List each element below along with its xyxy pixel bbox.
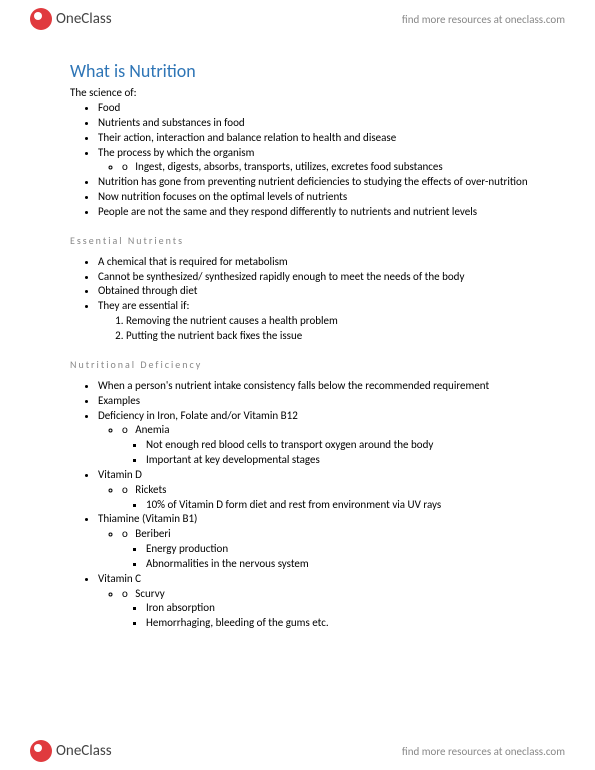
list-item: Their action, interaction and balance re… bbox=[98, 131, 535, 146]
document-body: What is Nutrition The science of: Food N… bbox=[70, 60, 535, 631]
brand-logo-footer: OneClass bbox=[30, 740, 112, 762]
intro-text: The science of: bbox=[70, 86, 535, 99]
list-item: Removing the nutrient causes a health pr… bbox=[126, 314, 535, 329]
section-heading-essential: Essential Nutrients bbox=[70, 234, 535, 247]
list-item: Hemorrhaging, bleeding of the gums etc. bbox=[146, 616, 535, 631]
list-item: Nutrition has gone from preventing nutri… bbox=[98, 175, 535, 190]
list-item-label: They are essential if: bbox=[98, 299, 189, 312]
list-item: o Anemia Not enough red blood cells to t… bbox=[122, 423, 535, 468]
section-heading-deficiency: Nutritional Deficiency bbox=[70, 358, 535, 371]
list-item: o Beriberi Energy production Abnormaliti… bbox=[122, 527, 535, 572]
list-item: Nutrients and substances in food bbox=[98, 116, 535, 131]
list-item-label: Scurvy bbox=[135, 587, 164, 600]
list-item: o Scurvy Iron absorption Hemorrhaging, b… bbox=[122, 587, 535, 632]
header-tagline: find more resources at oneclass.com bbox=[402, 13, 565, 26]
list-item: Cannot be synthesized/ synthesized rapid… bbox=[98, 270, 535, 285]
deficiency-list: When a person's nutrient intake consiste… bbox=[70, 379, 535, 631]
list-item-label: Vitamin D bbox=[98, 468, 142, 481]
list-item-label: Vitamin C bbox=[98, 572, 141, 585]
list-item: Thiamine (Vitamin B1) o Beriberi Energy … bbox=[98, 512, 535, 571]
list-item-label: Thiamine (Vitamin B1) bbox=[98, 512, 197, 525]
page-title: What is Nutrition bbox=[70, 60, 535, 82]
list-item-label: Anemia bbox=[135, 423, 169, 436]
list-item: The process by which the organism o Inge… bbox=[98, 146, 535, 176]
list-item: Now nutrition focuses on the optimal lev… bbox=[98, 190, 535, 205]
list-item: Deficiency in Iron, Folate and/or Vitami… bbox=[98, 409, 535, 468]
list-item: Examples bbox=[98, 394, 535, 409]
logo-icon bbox=[30, 8, 52, 30]
brand-logo: OneClass bbox=[30, 8, 112, 30]
list-item: A chemical that is required for metaboli… bbox=[98, 255, 535, 270]
list-item: Food bbox=[98, 101, 535, 116]
list-item: o Rickets 10% of Vitamin D form diet and… bbox=[122, 483, 535, 513]
essential-list: A chemical that is required for metaboli… bbox=[70, 255, 535, 344]
brand-name: OneClass bbox=[56, 742, 112, 760]
list-item: o Ingest, digests, absorbs, transports, … bbox=[122, 160, 535, 175]
brand-name: OneClass bbox=[56, 10, 112, 28]
list-item: Important at key developmental stages bbox=[146, 453, 535, 468]
footer-tagline: find more resources at oneclass.com bbox=[402, 745, 565, 758]
list-item-label: Ingest, digests, absorbs, transports, ut… bbox=[135, 160, 442, 173]
list-item-label: The process by which the organism bbox=[98, 146, 254, 159]
list-item-label: Rickets bbox=[135, 483, 166, 496]
list-item: Vitamin C o Scurvy Iron absorption Hemor… bbox=[98, 572, 535, 631]
main-list: Food Nutrients and substances in food Th… bbox=[70, 101, 535, 220]
list-item-label: Deficiency in Iron, Folate and/or Vitami… bbox=[98, 409, 298, 422]
page-footer: OneClass find more resources at oneclass… bbox=[0, 732, 595, 770]
list-item: Iron absorption bbox=[146, 601, 535, 616]
list-item: When a person's nutrient intake consiste… bbox=[98, 379, 535, 394]
list-item: 10% of Vitamin D form diet and rest from… bbox=[146, 498, 535, 513]
list-item: Vitamin D o Rickets 10% of Vitamin D for… bbox=[98, 468, 535, 513]
logo-icon bbox=[30, 740, 52, 762]
list-item: Not enough red blood cells to transport … bbox=[146, 438, 535, 453]
list-item: People are not the same and they respond… bbox=[98, 205, 535, 220]
list-item: Energy production bbox=[146, 542, 535, 557]
list-item: Putting the nutrient back fixes the issu… bbox=[126, 329, 535, 344]
list-item: They are essential if: Removing the nutr… bbox=[98, 299, 535, 344]
page-header: OneClass find more resources at oneclass… bbox=[0, 0, 595, 38]
list-item: Abnormalities in the nervous system bbox=[146, 557, 535, 572]
list-item-label: Beriberi bbox=[135, 527, 170, 540]
list-item: Obtained through diet bbox=[98, 284, 535, 299]
